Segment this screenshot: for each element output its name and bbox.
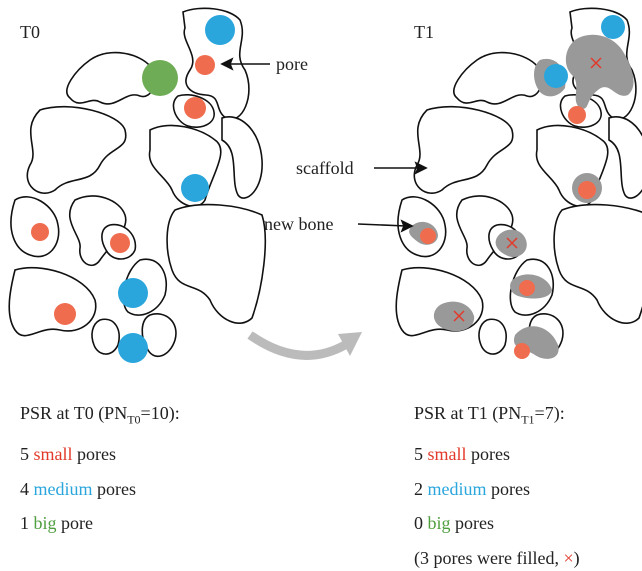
pore-small bbox=[31, 223, 49, 241]
text: big bbox=[33, 513, 57, 533]
summary-line: 5 small pores bbox=[414, 444, 510, 465]
annotation: pore bbox=[276, 54, 308, 74]
pore-medium bbox=[205, 15, 235, 45]
text: =7): bbox=[534, 403, 565, 423]
text: pore bbox=[61, 513, 93, 533]
text: × bbox=[563, 548, 574, 568]
text: pores bbox=[491, 479, 530, 499]
summary-line: 1 big pore bbox=[20, 513, 93, 534]
text: small bbox=[33, 444, 73, 464]
text: big bbox=[427, 513, 451, 533]
pointer-arrows bbox=[220, 57, 428, 233]
text: ) bbox=[573, 548, 580, 568]
text: =10): bbox=[140, 403, 180, 423]
summary-heading: PSR at T0 (PNT0=10): bbox=[20, 403, 180, 428]
annotation: new bone bbox=[264, 214, 333, 234]
pore-small bbox=[110, 233, 130, 253]
pore-medium bbox=[544, 64, 568, 88]
pores-t1 bbox=[420, 15, 625, 359]
pore-medium bbox=[118, 333, 148, 363]
time-arrow bbox=[247, 331, 362, 360]
text: 0 bbox=[414, 513, 423, 533]
pore-small bbox=[519, 280, 535, 296]
pore-small bbox=[184, 97, 206, 119]
text: T0 bbox=[127, 412, 141, 427]
pore-small bbox=[420, 228, 436, 244]
pore-small bbox=[578, 181, 596, 199]
text: pores bbox=[455, 513, 495, 533]
text: PSR at T0 (PN bbox=[20, 403, 128, 423]
pore-small bbox=[514, 343, 530, 359]
pore-small bbox=[54, 303, 76, 325]
text: 5 bbox=[414, 444, 423, 464]
summary-line: 0 big pores bbox=[414, 513, 494, 534]
text: 4 bbox=[20, 479, 29, 499]
text: (3 pores were filled, bbox=[414, 548, 564, 568]
summary-line: 5 small pores bbox=[20, 444, 116, 465]
summary-line: 4 medium pores bbox=[20, 479, 136, 500]
filled-markers bbox=[453, 57, 602, 322]
text: 2 bbox=[414, 479, 423, 499]
text: pores bbox=[97, 479, 136, 499]
panel-label: T0 bbox=[20, 22, 40, 42]
text: PSR at T1 (PN bbox=[414, 403, 522, 423]
annotation: scaffold bbox=[296, 158, 354, 178]
text: 5 bbox=[20, 444, 29, 464]
pore-medium bbox=[118, 278, 148, 308]
text: 1 bbox=[20, 513, 29, 533]
pores-t0 bbox=[31, 15, 235, 363]
text: T1 bbox=[521, 412, 535, 427]
pore-medium bbox=[601, 15, 625, 39]
summary-note: (3 pores were filled, ×) bbox=[414, 548, 580, 569]
text: pores bbox=[471, 444, 510, 464]
pore-small bbox=[568, 106, 586, 124]
summary-line: 2 medium pores bbox=[414, 479, 530, 500]
text: medium bbox=[33, 479, 93, 499]
diagram: T0 T1 pore scaffold new bone bbox=[8, 7, 642, 363]
pore-small bbox=[195, 55, 215, 75]
pore-medium bbox=[181, 174, 209, 202]
pore-big bbox=[142, 60, 178, 96]
text: small bbox=[427, 444, 467, 464]
text: pores bbox=[77, 444, 116, 464]
summary-heading: PSR at T1 (PNT1=7): bbox=[414, 403, 565, 428]
panel-label: T1 bbox=[414, 22, 434, 42]
text: medium bbox=[427, 479, 487, 499]
